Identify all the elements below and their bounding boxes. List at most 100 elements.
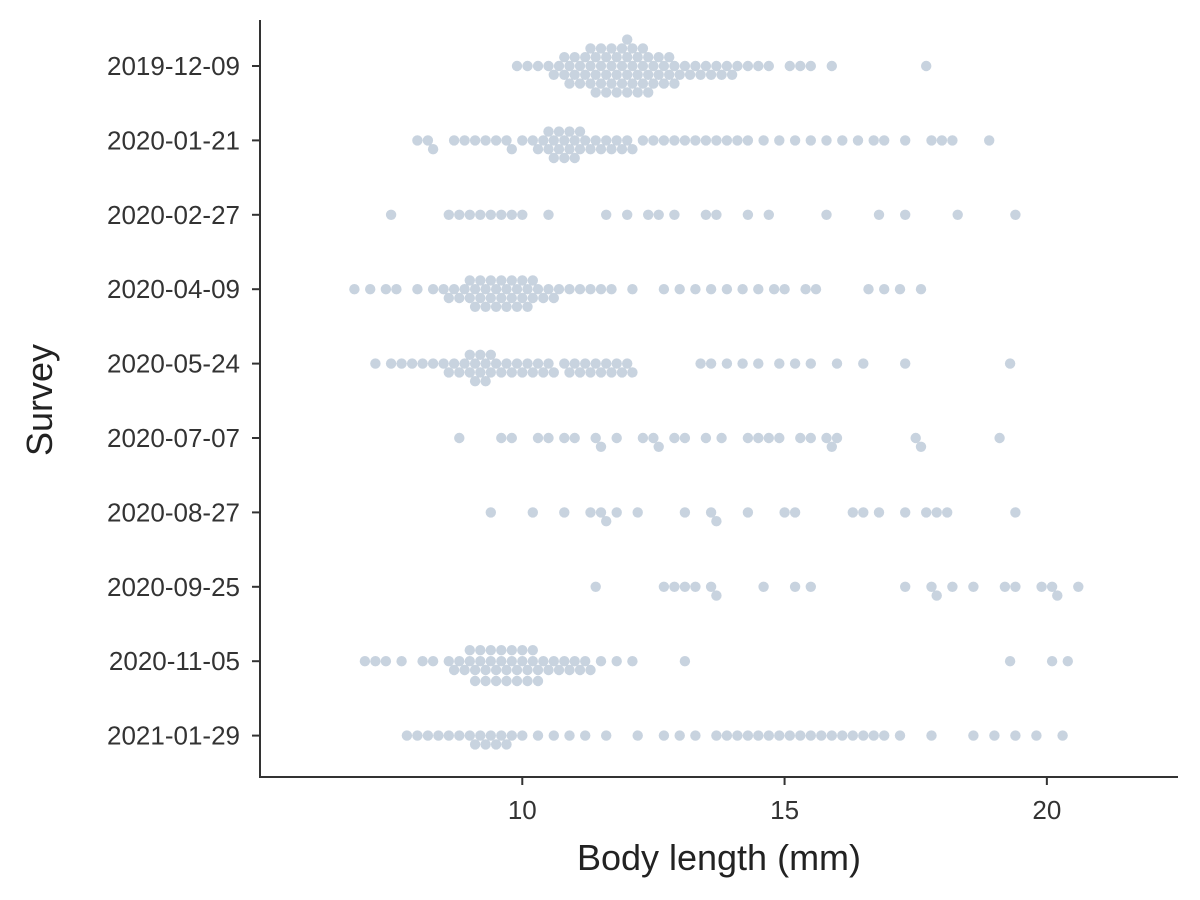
data-point <box>527 275 538 286</box>
data-point <box>900 581 911 592</box>
data-point <box>795 730 806 741</box>
data-point <box>370 358 381 369</box>
data-point <box>632 52 643 63</box>
data-point <box>742 135 754 146</box>
data-point <box>595 60 607 72</box>
data-point <box>684 69 696 81</box>
data-point <box>480 739 491 750</box>
data-point <box>580 52 591 63</box>
data-point <box>459 358 470 369</box>
data-point <box>873 507 885 518</box>
data-point <box>569 656 580 667</box>
data-point <box>1073 581 1084 592</box>
data-point <box>580 69 591 81</box>
data-point <box>627 60 638 72</box>
data-point <box>622 52 633 63</box>
data-point <box>553 60 565 72</box>
data-point <box>705 284 717 295</box>
data-point <box>391 284 402 295</box>
data-point <box>427 358 439 369</box>
data-point <box>805 432 816 444</box>
data-point <box>595 144 607 155</box>
data-point <box>543 126 554 137</box>
data-point <box>485 507 496 518</box>
data-point <box>532 432 544 444</box>
data-point <box>622 34 633 45</box>
data-point <box>695 69 706 81</box>
data-point <box>910 432 921 444</box>
data-point <box>999 581 1011 592</box>
data-point <box>616 144 628 155</box>
data-point <box>742 60 754 72</box>
data-point <box>585 78 596 89</box>
data-point <box>863 284 874 295</box>
data-point <box>538 292 549 304</box>
data-point <box>443 209 454 220</box>
data-point <box>564 126 575 137</box>
data-point <box>837 135 848 146</box>
data-point <box>490 739 502 750</box>
data-point <box>490 664 502 676</box>
data-point <box>475 367 486 378</box>
data-point <box>459 135 470 146</box>
data-point <box>485 656 496 667</box>
data-point <box>506 292 517 304</box>
data-point <box>789 135 801 146</box>
data-point <box>695 358 706 369</box>
data-point <box>506 209 517 220</box>
data-point <box>459 664 470 676</box>
y-tick-label: 2020-05-24 <box>107 349 240 379</box>
data-point <box>501 675 512 687</box>
data-point <box>658 581 670 592</box>
data-point <box>475 292 486 304</box>
data-point <box>632 69 643 81</box>
data-point <box>700 135 712 146</box>
data-point <box>501 664 512 676</box>
data-point <box>915 441 927 452</box>
data-point <box>469 664 481 676</box>
data-point <box>595 78 607 89</box>
data-point <box>485 349 496 360</box>
data-point <box>496 292 507 304</box>
data-point <box>632 730 643 741</box>
data-point <box>527 367 538 378</box>
data-point <box>721 284 733 295</box>
data-point <box>469 284 481 295</box>
data-point <box>637 135 649 146</box>
data-point <box>784 60 795 72</box>
data-point <box>658 730 670 741</box>
data-point <box>601 52 612 63</box>
data-point <box>627 284 638 295</box>
data-point <box>679 135 691 146</box>
data-point <box>370 656 381 667</box>
data-point <box>511 60 523 72</box>
data-point <box>464 645 475 656</box>
data-point <box>532 60 544 72</box>
data-point <box>637 43 649 54</box>
data-point <box>606 78 617 89</box>
data-point <box>485 730 496 741</box>
data-point <box>721 60 733 72</box>
data-point <box>548 152 559 164</box>
y-ticks: 2019-12-09 2020-01-21 2020-02-27 2020-04-09… <box>107 51 260 751</box>
data-point <box>742 507 754 518</box>
data-point <box>989 730 1000 741</box>
data-point <box>669 78 680 89</box>
data-point <box>774 730 785 741</box>
y-tick-label: 2020-04-09 <box>107 274 240 304</box>
data-point <box>716 432 727 444</box>
data-point <box>705 581 717 592</box>
y-tick-label: 2020-07-07 <box>107 423 240 453</box>
data-point <box>1010 507 1021 518</box>
data-point <box>690 581 701 592</box>
data-point <box>1010 581 1021 592</box>
data-point <box>559 135 570 146</box>
data-point <box>511 664 523 676</box>
data-point <box>506 144 517 155</box>
data-point <box>611 358 622 369</box>
data-point <box>585 144 596 155</box>
data-point <box>585 367 596 378</box>
data-point <box>858 507 869 518</box>
data-point <box>879 284 890 295</box>
data-point <box>574 664 586 676</box>
